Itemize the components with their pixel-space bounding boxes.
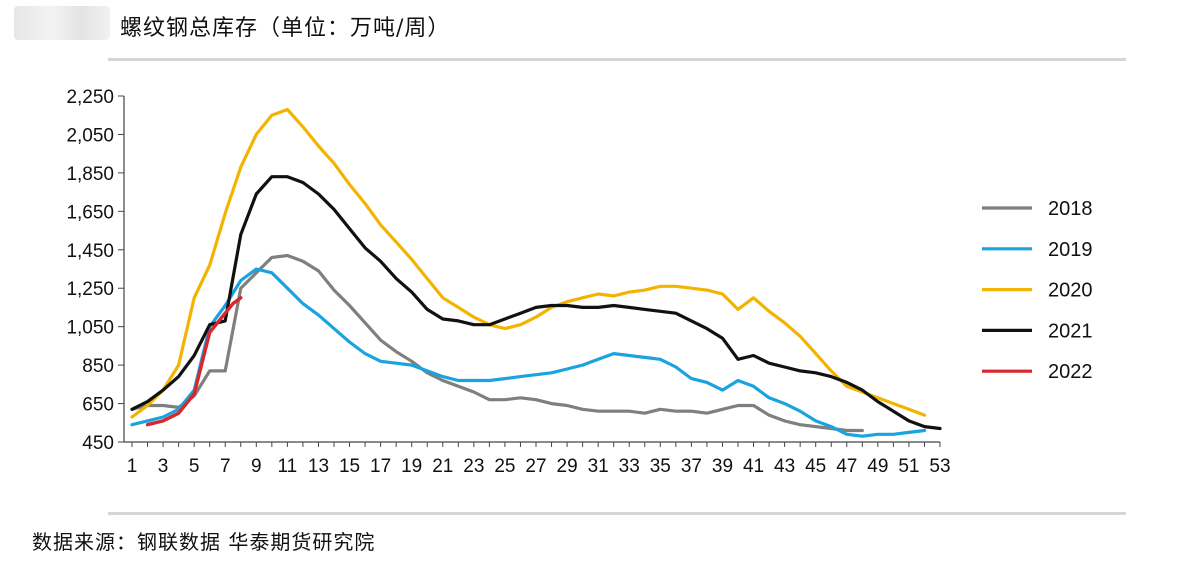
y-tick-label: 2,250	[66, 87, 114, 108]
y-tick-label: 450	[82, 433, 114, 454]
series-line-2018	[130, 253, 864, 433]
series-line-2022	[145, 296, 243, 427]
x-tick-label: 23	[463, 456, 484, 477]
data-source-note: 数据来源：钢联数据 华泰期货研究院	[32, 530, 376, 554]
x-tick-label: 25	[494, 456, 515, 477]
y-tick-label: 1,650	[66, 202, 114, 223]
x-tick-label: 17	[370, 456, 391, 477]
chart-title: 螺纹钢总库存（单位：万吨/周）	[120, 16, 451, 41]
x-tick-label: 13	[308, 456, 329, 477]
legend-label-2019: 2019	[1048, 239, 1093, 261]
x-tick-label: 7	[220, 456, 231, 477]
series-line-2021	[130, 175, 942, 431]
x-tick-label: 47	[836, 456, 857, 477]
x-tick-label: 5	[189, 456, 200, 477]
legend: 2018 2019 2020 2021 2022	[982, 198, 1093, 383]
x-tick-label: 15	[339, 456, 360, 477]
x-axis: 1 3 5 7 9 11 13 15 17 19 21 23 25 27 29 31 33 35 37 39 41 43 4…	[124, 441, 951, 477]
x-tick-label: 21	[432, 456, 453, 477]
x-tick-label: 31	[588, 456, 609, 477]
series-lines	[130, 107, 942, 438]
y-tick-label: 1,450	[66, 241, 114, 262]
legend-label-2020: 2020	[1048, 280, 1093, 302]
x-tick-label: 45	[805, 456, 826, 477]
legend-label-2022: 2022	[1048, 361, 1093, 383]
x-tick-label: 9	[251, 456, 262, 477]
legend-label-2021: 2021	[1048, 320, 1093, 342]
y-axis: 450 650 850 1,050 1,250 1,450 1,650 1,850 2,050 2…	[66, 87, 125, 454]
x-tick-label: 1	[127, 456, 138, 477]
x-tick-label: 27	[525, 456, 546, 477]
x-tick-label: 35	[650, 456, 671, 477]
x-tick-label: 39	[712, 456, 733, 477]
series-line-2019	[130, 267, 927, 438]
x-tick-label: 53	[929, 456, 950, 477]
top-divider	[108, 58, 1126, 61]
blurred-logo	[14, 6, 110, 40]
x-tick-label: 33	[619, 456, 640, 477]
x-tick-label: 29	[557, 456, 578, 477]
x-tick-label: 43	[774, 456, 795, 477]
series-line-2020	[130, 107, 927, 419]
x-tick-label: 3	[158, 456, 169, 477]
y-tick-label: 1,850	[66, 164, 114, 185]
y-tick-label: 850	[82, 356, 114, 377]
x-tick-label: 49	[867, 456, 888, 477]
y-tick-label: 1,050	[66, 318, 114, 339]
y-tick-label: 650	[82, 395, 114, 416]
x-tick-label: 41	[743, 456, 764, 477]
x-tick-label: 11	[278, 456, 298, 477]
x-tick-label: 51	[898, 456, 919, 477]
legend-label-2018: 2018	[1048, 198, 1093, 220]
y-tick-label: 1,250	[66, 279, 114, 300]
x-tick-label: 19	[401, 456, 422, 477]
x-tick-label: 37	[681, 456, 702, 477]
y-tick-label: 2,050	[66, 125, 114, 146]
bottom-divider	[108, 512, 1126, 515]
